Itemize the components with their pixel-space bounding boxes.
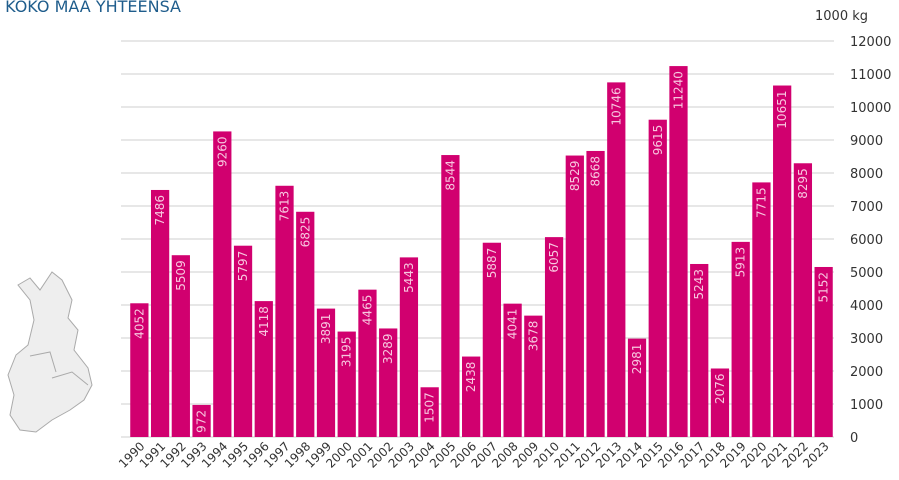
- bar: [358, 289, 377, 437]
- value-label: 4041: [506, 309, 520, 340]
- value-label: 10651: [775, 91, 789, 129]
- bar: [544, 237, 564, 437]
- value-label: 5443: [402, 262, 416, 293]
- bar: [213, 131, 232, 438]
- value-label: 2076: [713, 373, 727, 404]
- bar: [627, 338, 647, 437]
- value-label: 10746: [609, 87, 623, 125]
- bar: [316, 308, 336, 437]
- bar: [648, 119, 667, 437]
- bar: [793, 163, 813, 437]
- value-label: 6057: [547, 242, 561, 273]
- bar: [130, 303, 149, 437]
- bar: [337, 331, 356, 437]
- bar: [150, 189, 170, 437]
- value-label: 3891: [319, 314, 333, 345]
- y-tick-label: 12000: [850, 35, 891, 50]
- value-label: 6825: [298, 217, 312, 248]
- chart-title: – KOKO MAA YHTEENSÄ: [0, 0, 181, 16]
- bar: [192, 404, 211, 437]
- bar: [171, 255, 190, 437]
- bar: [233, 245, 253, 437]
- value-label: 7715: [754, 187, 768, 218]
- value-label: 4118: [257, 306, 271, 337]
- value-label: 5243: [692, 269, 706, 300]
- value-label: 8529: [568, 161, 582, 192]
- y-tick-label: 9000: [850, 134, 883, 149]
- y-tick-label: 3000: [850, 332, 883, 347]
- bar: [503, 303, 522, 437]
- value-label: 5152: [817, 272, 831, 303]
- bar: [441, 155, 460, 437]
- bar: [586, 150, 605, 437]
- y-tick-label: 4000: [850, 299, 883, 314]
- bar: [254, 301, 273, 437]
- value-label: 5509: [174, 260, 188, 291]
- bar: [565, 155, 584, 437]
- y-tick-label: 10000: [850, 101, 891, 116]
- bar: [731, 241, 750, 437]
- bar: [296, 211, 315, 437]
- y-tick-label: 5000: [850, 266, 883, 281]
- value-label: 4052: [132, 308, 146, 339]
- value-label: 9615: [651, 125, 665, 156]
- value-label: 8544: [443, 160, 457, 191]
- bar: [524, 315, 543, 437]
- bar: [773, 85, 792, 437]
- bar: [462, 356, 481, 437]
- value-label: 3289: [381, 333, 395, 364]
- bar: [710, 368, 730, 437]
- bar: [690, 263, 709, 437]
- value-label: 9260: [215, 136, 229, 167]
- bar: [379, 328, 398, 437]
- y-tick-label: 7000: [850, 200, 883, 215]
- value-label: 5913: [734, 247, 748, 278]
- y-tick-label: 0: [850, 431, 858, 446]
- y-tick-label: 2000: [850, 365, 883, 380]
- value-label: 7613: [278, 191, 292, 222]
- value-label: 7486: [153, 195, 167, 226]
- bar: [814, 266, 833, 437]
- value-label: 972: [195, 410, 209, 433]
- bar: [607, 82, 626, 437]
- bar: [399, 257, 419, 437]
- y-tick-label: 6000: [850, 233, 883, 248]
- value-label: 1507: [423, 392, 437, 423]
- y-axis-label: 1000 kg: [815, 9, 868, 24]
- bar: [669, 66, 688, 437]
- value-label: 4465: [360, 295, 374, 326]
- value-label: 2438: [464, 362, 478, 393]
- value-label: 5797: [236, 251, 250, 282]
- bar: [420, 387, 439, 437]
- value-label: 3678: [526, 321, 540, 352]
- bar: [482, 242, 501, 437]
- value-label: 2981: [630, 344, 644, 375]
- finland-map: [7, 271, 93, 433]
- value-label: 11240: [671, 71, 685, 109]
- y-tick-label: 11000: [850, 68, 891, 83]
- bar: [275, 185, 294, 437]
- value-label: 8668: [589, 156, 603, 187]
- y-tick-label: 8000: [850, 167, 883, 182]
- value-label: 5887: [485, 248, 499, 279]
- value-label: 8295: [796, 168, 810, 199]
- y-tick-label: 1000: [850, 398, 883, 413]
- value-label: 3195: [340, 337, 354, 368]
- bar: [752, 182, 771, 437]
